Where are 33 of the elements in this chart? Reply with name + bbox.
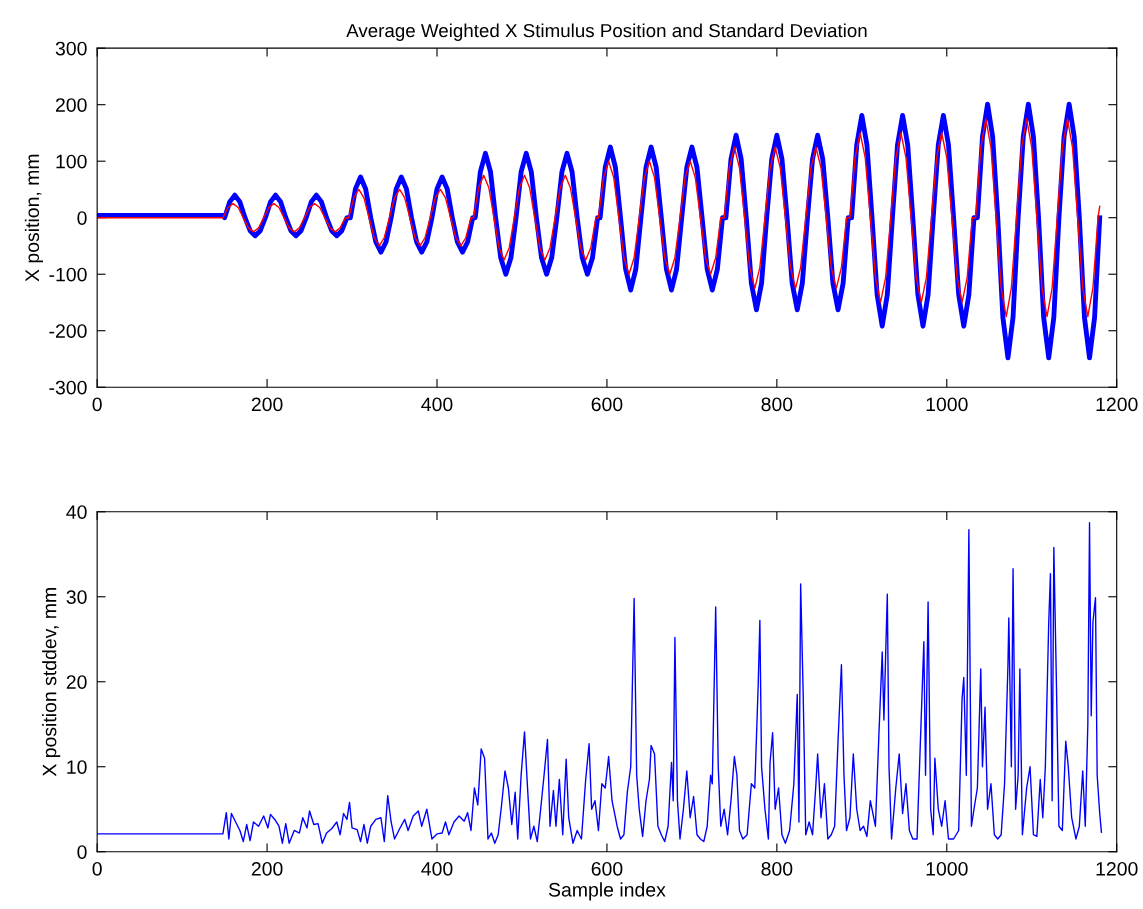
- line-series: [97, 118, 1101, 318]
- chart-title: Average Weighted X Stimulus Position and Standard Deviation: [346, 23, 867, 41]
- x-tick-label: 200: [251, 861, 283, 876]
- x-tick-label: 800: [761, 397, 793, 412]
- x-tick-label: 0: [92, 861, 102, 876]
- line-series: [97, 101, 1103, 361]
- y-tick-label: 0: [77, 211, 87, 225]
- x-tick-label: 600: [591, 861, 623, 876]
- line-series: [97, 522, 1103, 844]
- y-tick-label: -300: [49, 380, 87, 395]
- x-tick-label: 1200: [1096, 861, 1138, 876]
- y-tick-label: -200: [49, 324, 87, 338]
- x-axis-title: Sample index: [548, 882, 666, 901]
- y-tick-label: 20: [66, 675, 87, 689]
- y-tick-label: 40: [66, 505, 87, 519]
- y-tick-label: 100: [56, 154, 87, 169]
- y-tick-label: -100: [49, 267, 87, 282]
- x-tick-label: 400: [421, 397, 453, 412]
- x-tick-label: 0: [92, 397, 102, 412]
- x-tick-label: 200: [251, 397, 283, 412]
- y-tick-label: 30: [66, 590, 87, 604]
- x-tick-label: 1000: [926, 861, 968, 876]
- x-tick-label: 800: [761, 861, 793, 876]
- y-tick-label: 10: [67, 760, 87, 774]
- y-tick-label: 200: [55, 98, 87, 112]
- x-tick-label: 600: [591, 397, 623, 412]
- y-tick-label: 300: [55, 41, 87, 56]
- x-tick-label: 1200: [1096, 397, 1138, 412]
- y-tick-label: 0: [77, 845, 87, 859]
- y-axis-title: X position, mm: [24, 154, 43, 282]
- x-tick-label: 400: [421, 861, 453, 876]
- y-axis-title: X position stddev, mm: [42, 588, 61, 777]
- x-tick-label: 1000: [926, 397, 968, 412]
